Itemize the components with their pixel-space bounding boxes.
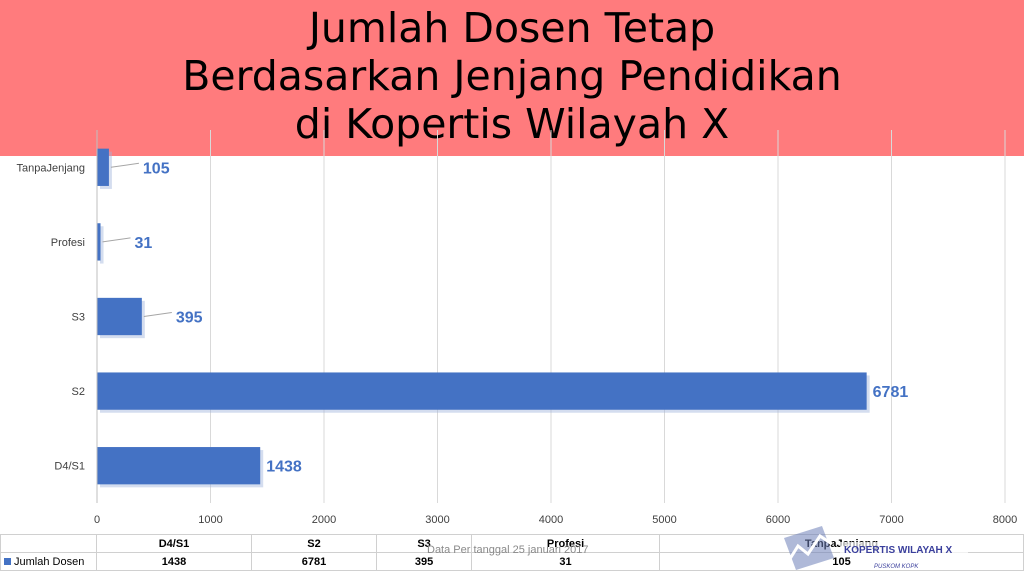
- logo-shape-icon: [784, 526, 834, 570]
- category-label: TanpaJenjang: [16, 162, 85, 174]
- logo-band: [840, 542, 968, 556]
- bar: [97, 447, 261, 485]
- table-corner-cell: [0, 534, 97, 553]
- bar: [97, 223, 101, 261]
- data-label-leader: [102, 237, 131, 243]
- x-tick-label: 6000: [766, 514, 790, 526]
- data-label: 6781: [873, 384, 909, 401]
- title-line-3: di Kopertis Wilayah X: [294, 100, 730, 148]
- table-cell: 31: [471, 552, 661, 571]
- logo-graph-icon: [786, 533, 833, 563]
- bar: [97, 148, 109, 186]
- x-tick-label: 3000: [425, 514, 449, 526]
- table-cell: 6781: [250, 552, 378, 571]
- kopertis-logo: KOPERTIS WILAYAH X PUSKOM KOPK: [784, 526, 968, 570]
- x-tick-label: 5000: [652, 514, 676, 526]
- footnote: Data Per tanggal 25 januari 2017: [427, 544, 589, 556]
- category-label: S2: [72, 386, 85, 398]
- table-cell: 1438: [96, 552, 252, 571]
- legend-key-icon: [4, 557, 11, 565]
- x-tick-label: 4000: [539, 514, 563, 526]
- x-tick-label: 0: [94, 514, 100, 526]
- series-name: Jumlah Dosen: [14, 555, 85, 568]
- category-label: Profesi: [51, 237, 85, 249]
- category-label: S3: [72, 312, 85, 324]
- x-tick-label: 7000: [879, 514, 903, 526]
- title-band: [0, 0, 1024, 156]
- data-label-leader: [143, 312, 172, 317]
- table-row-label: Jumlah Dosen: [0, 552, 97, 571]
- x-tick-label: 8000: [993, 514, 1017, 526]
- title-line-1: Jumlah Dosen Tetap: [308, 4, 716, 52]
- bar-shadow: [100, 226, 104, 264]
- bar: [97, 372, 867, 410]
- slide-title: Jumlah Dosen Tetap Berdasarkan Jenjang P…: [0, 4, 1024, 148]
- logo-subtext: PUSKOM KOPK: [874, 564, 919, 570]
- bar: [97, 297, 142, 336]
- category-label: D4/S1: [54, 461, 85, 473]
- data-label: 105: [143, 160, 170, 177]
- data-label: 1438: [266, 459, 302, 476]
- x-tick-label: 1000: [198, 514, 222, 526]
- table-header-cell: S2: [250, 534, 378, 553]
- data-label: 395: [176, 310, 203, 327]
- data-label-leader: [110, 162, 139, 168]
- table-cell: 395: [376, 552, 473, 571]
- table-header-cell: D4/S1: [96, 534, 252, 553]
- chart-data-table: D4/S1 S2 S3 Profesi TanpaJenjang Jumlah …: [0, 534, 1024, 571]
- logo-text: KOPERTIS WILAYAH X: [844, 545, 952, 556]
- bar-chart: 0 1000 2000 3000 4000 5000 6000 7000 8000 D4/S1 14…: [16, 130, 1017, 526]
- x-tick-label: 2000: [312, 514, 336, 526]
- title-line-2: Berdasarkan Jenjang Pendidikan: [182, 52, 842, 100]
- table-row: Jumlah Dosen 1438 6781 395 31 105: [0, 552, 1024, 571]
- data-label: 31: [135, 235, 153, 252]
